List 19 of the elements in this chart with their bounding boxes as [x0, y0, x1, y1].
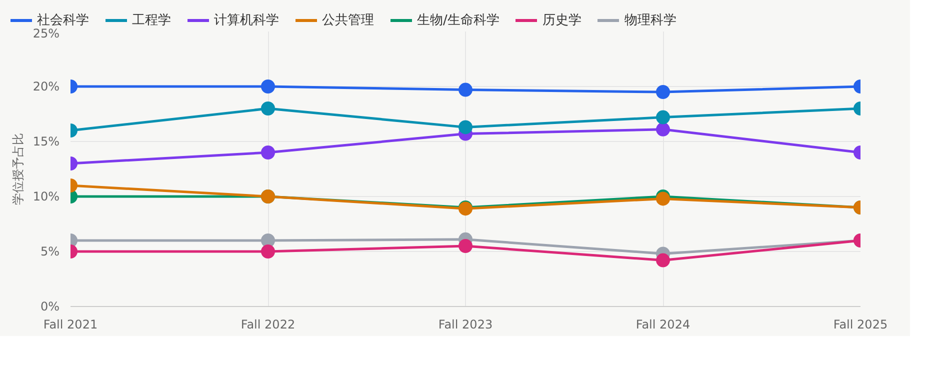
x-tick-label: Fall 2022 — [240, 318, 296, 332]
legend-label: 生物/生命科学 — [417, 12, 500, 28]
legend-label: 计算机科学 — [214, 12, 279, 28]
y-axis-title: 学位授予占比 — [10, 133, 25, 205]
x-tick-label: Fall 2023 — [438, 318, 493, 332]
x-tick-label: Fall 2025 — [833, 318, 888, 332]
x-tick-label: Fall 2021 — [43, 318, 98, 332]
y-tick-label: 25% — [32, 26, 60, 40]
legend-label: 工程学 — [132, 12, 171, 28]
legend-label: 物理科学 — [624, 12, 676, 28]
y-tick-label: 10% — [32, 190, 60, 204]
legend-label: 社会科学 — [37, 12, 89, 28]
y-tick-label: 20% — [32, 80, 60, 94]
y-tick-label: 15% — [32, 134, 60, 148]
legend-label: 公共管理 — [322, 12, 374, 28]
x-tick-label: Fall 2024 — [636, 318, 690, 332]
y-tick-label: 0% — [40, 300, 60, 314]
legend-label: 历史学 — [542, 12, 582, 28]
y-tick-label: 5% — [40, 244, 60, 258]
